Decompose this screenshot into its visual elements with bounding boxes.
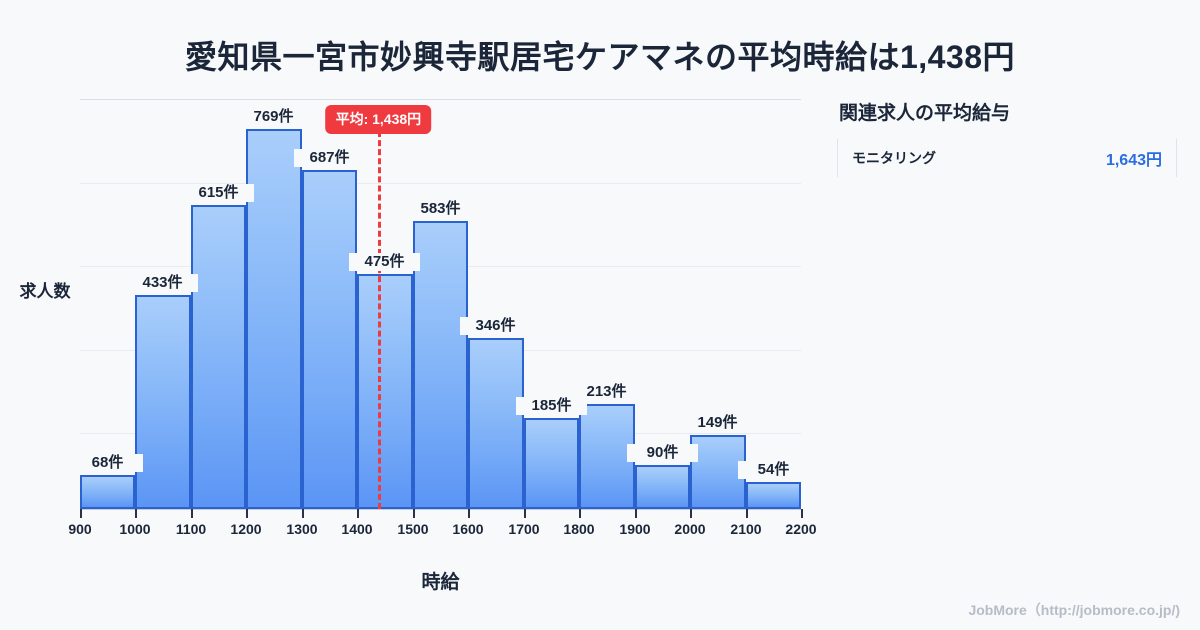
bar — [746, 482, 801, 509]
bar-value-label: 68件 — [72, 454, 143, 472]
x-axis-line — [80, 509, 801, 510]
bar — [524, 418, 579, 509]
bar-value-label: 583件 — [405, 200, 476, 218]
x-axis-tick — [413, 509, 415, 518]
x-axis-tick-label: 1400 — [341, 521, 373, 537]
bar-value-label: 687件 — [294, 149, 365, 167]
y-axis-title: 求人数 — [19, 282, 71, 301]
bar — [690, 435, 746, 509]
bar-value-label: 213件 — [571, 383, 642, 401]
average-badge: 平均: 1,438円 — [325, 105, 432, 134]
x-axis-title: 時給 — [421, 572, 460, 593]
x-axis-tick — [635, 509, 637, 518]
bar — [357, 274, 413, 509]
salary-row: モニタリング 1,643円 — [837, 139, 1177, 177]
related-salary-panel: 関連求人の平均給与 モニタリング 1,643円 — [837, 98, 1177, 177]
x-axis-tick — [690, 509, 692, 518]
x-axis-tick-label: 900 — [68, 521, 92, 537]
x-axis-tick-label: 1300 — [286, 521, 318, 537]
x-axis-tick — [524, 509, 526, 518]
bar — [468, 338, 524, 509]
x-axis-tick — [468, 509, 470, 518]
bar-value-label: 149件 — [682, 414, 753, 432]
x-axis-tick-label: 1100 — [175, 521, 207, 537]
x-axis-tick-label: 1900 — [619, 521, 651, 537]
related-salary-heading: 関連求人の平均給与 — [839, 103, 1011, 124]
x-axis-tick-label: 1000 — [119, 521, 151, 537]
related-salary-list: モニタリング 1,643円 — [837, 139, 1177, 177]
footer-credit: JobMore（http://jobmore.co.jp/) — [968, 602, 1180, 618]
x-axis-tick — [135, 509, 137, 518]
bar-value-label: 185件 — [516, 397, 587, 415]
x-axis-tick — [80, 509, 82, 518]
salary-row-value: 1,643円 — [1105, 152, 1162, 169]
page-title: 愛知県一宮市妙興寺駅居宅ケアマネの平均時給は1,438円 — [184, 39, 1016, 75]
x-axis-tick — [302, 509, 304, 518]
bar — [191, 205, 246, 509]
x-axis-tick — [746, 509, 748, 518]
x-axis-tick — [357, 509, 359, 518]
bar — [302, 170, 357, 509]
bar-value-label: 346件 — [460, 317, 531, 335]
x-axis-tick — [191, 509, 193, 518]
x-axis-tick — [801, 509, 803, 518]
gridline — [80, 183, 801, 184]
x-axis-tick-label: 1600 — [452, 521, 484, 537]
gridline — [80, 99, 801, 100]
x-axis-tick-label: 1200 — [230, 521, 262, 537]
bar — [413, 221, 468, 509]
x-axis-tick-label: 1800 — [563, 521, 595, 537]
bar-value-label: 433件 — [127, 274, 198, 292]
x-axis-tick — [579, 509, 581, 518]
bar — [80, 475, 135, 509]
x-axis-tick-label: 1700 — [508, 521, 540, 537]
plot-area — [80, 99, 801, 509]
average-line — [378, 131, 382, 509]
x-axis-tick-label: 2100 — [730, 521, 762, 537]
bar-value-label: 769件 — [238, 108, 309, 126]
x-axis-tick — [246, 509, 248, 518]
bar-value-label: 475件 — [349, 253, 420, 271]
histogram-chart: 求人数 900 1000 1100 1200 1300 1400 1500 1600 1700 1… — [19, 99, 817, 593]
bar-series — [80, 99, 801, 509]
bar — [135, 295, 191, 509]
bar-value-label: 615件 — [183, 184, 254, 202]
x-axis-tick-label: 2000 — [674, 521, 706, 537]
salary-row-label: モニタリング — [852, 150, 936, 166]
bar-value-label: 54件 — [738, 461, 809, 479]
bar — [635, 465, 690, 509]
bar — [246, 129, 302, 509]
x-axis-tick-label: 2200 — [785, 521, 817, 537]
x-axis-tick-label: 1500 — [397, 521, 429, 537]
bar — [579, 404, 635, 509]
bar-value-label: 90件 — [627, 444, 698, 462]
